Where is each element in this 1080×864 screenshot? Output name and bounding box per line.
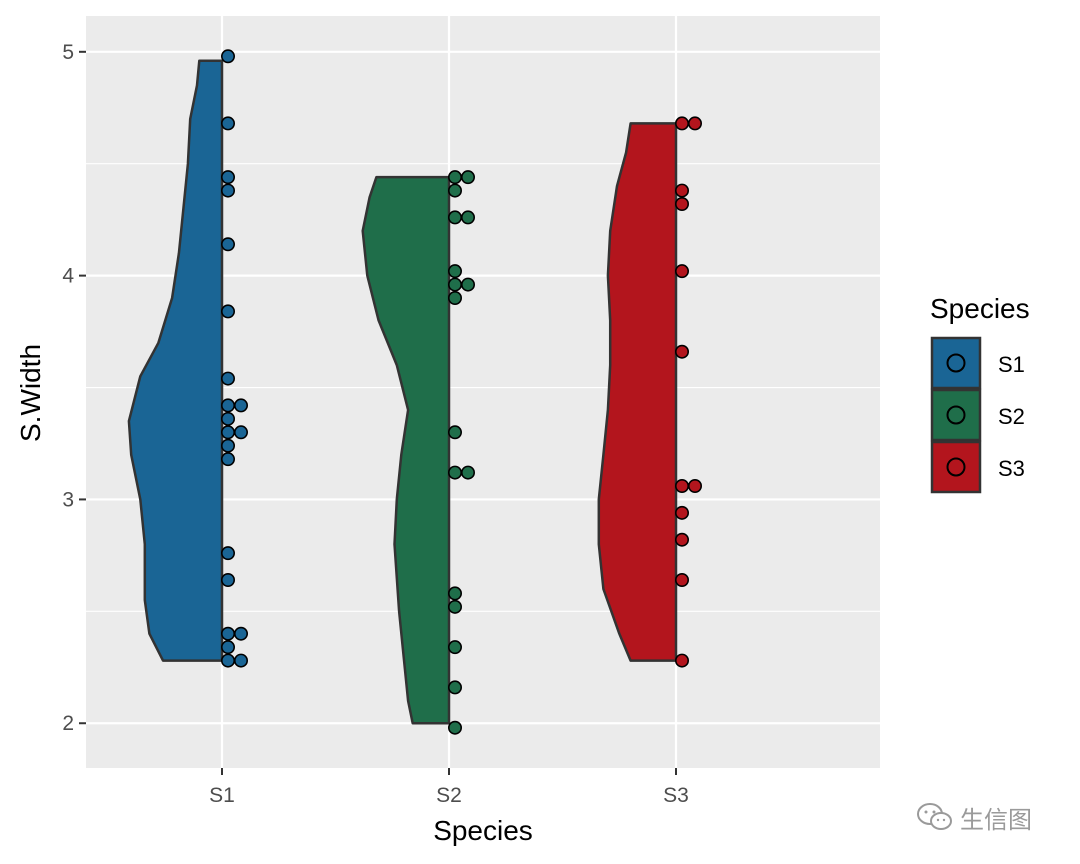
wechat-icon xyxy=(917,803,952,830)
data-point xyxy=(460,170,475,185)
data-point xyxy=(460,277,475,292)
legend-label-s3: S3 xyxy=(998,456,1025,481)
data-point xyxy=(447,183,462,198)
data-point xyxy=(234,653,249,668)
y-tick-label: 4 xyxy=(62,265,74,288)
data-point xyxy=(221,572,236,587)
points-group xyxy=(221,49,702,735)
data-point xyxy=(674,653,689,668)
data-point xyxy=(674,197,689,212)
data-point xyxy=(221,237,236,252)
data-point xyxy=(221,371,236,386)
legend-point-s3 xyxy=(946,457,966,477)
data-point xyxy=(674,344,689,359)
data-point xyxy=(221,170,236,185)
data-point xyxy=(221,49,236,64)
data-point xyxy=(447,640,462,655)
data-point xyxy=(674,264,689,279)
y-tick-label: 2 xyxy=(62,712,74,735)
data-point xyxy=(447,465,462,480)
y-axis-title: S.Width xyxy=(15,344,46,442)
data-point xyxy=(221,640,236,655)
legend: Species S1 S2 S3 xyxy=(930,293,1030,494)
data-point xyxy=(221,304,236,319)
y-tick-label: 5 xyxy=(62,41,74,64)
data-point xyxy=(447,720,462,735)
data-point xyxy=(447,599,462,614)
data-point xyxy=(221,626,236,641)
watermark: 生信图 xyxy=(916,800,1032,834)
legend-point-s2 xyxy=(946,405,966,425)
data-point xyxy=(447,586,462,601)
data-point xyxy=(221,438,236,453)
legend-title: Species xyxy=(930,293,1030,324)
data-point xyxy=(674,572,689,587)
data-point xyxy=(221,546,236,561)
legend-key-s1 xyxy=(930,336,982,390)
legend-label-s1: S1 xyxy=(998,352,1025,377)
data-point xyxy=(447,425,462,440)
data-point xyxy=(687,116,702,131)
data-point xyxy=(447,680,462,695)
data-point xyxy=(221,425,236,440)
data-point xyxy=(234,425,249,440)
data-point xyxy=(221,411,236,426)
data-point xyxy=(687,478,702,493)
data-point xyxy=(674,478,689,493)
data-point xyxy=(447,290,462,305)
violin-group xyxy=(127,59,678,725)
data-point xyxy=(234,626,249,641)
data-point xyxy=(460,210,475,225)
data-point xyxy=(221,653,236,668)
data-point xyxy=(674,183,689,198)
y-tick-label: 3 xyxy=(62,488,74,511)
data-point xyxy=(674,532,689,547)
data-point xyxy=(674,116,689,131)
data-point xyxy=(221,183,236,198)
data-point xyxy=(674,505,689,520)
violin-s2 xyxy=(361,175,451,725)
legend-key-s3 xyxy=(930,440,982,494)
data-point xyxy=(221,398,236,413)
watermark-text: 生信图 xyxy=(960,805,1032,834)
violin-s1 xyxy=(127,59,224,662)
data-point xyxy=(447,170,462,185)
legend-label-s2: S2 xyxy=(998,404,1025,429)
data-point xyxy=(221,116,236,131)
legend-key-s2 xyxy=(930,388,982,442)
x-axis-title: Species xyxy=(433,815,533,846)
x-tick-label: S1 xyxy=(209,784,235,807)
data-point xyxy=(221,452,236,467)
data-point xyxy=(460,465,475,480)
violin-s3 xyxy=(597,122,678,662)
axes: 2 3 4 5 S1 S2 S3 xyxy=(62,41,689,807)
x-tick-label: S2 xyxy=(436,784,462,807)
data-point xyxy=(447,264,462,279)
x-tick-label: S3 xyxy=(663,784,689,807)
data-point xyxy=(234,398,249,413)
data-point xyxy=(447,277,462,292)
data-point xyxy=(447,210,462,225)
legend-point-s1 xyxy=(946,353,966,373)
